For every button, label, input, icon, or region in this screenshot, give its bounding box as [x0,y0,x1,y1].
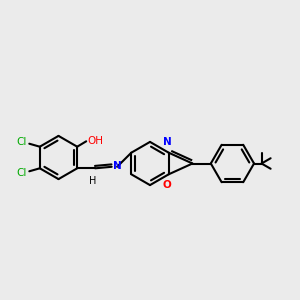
Text: OH: OH [88,136,104,146]
Text: O: O [163,180,172,190]
Text: Cl: Cl [16,137,26,147]
Text: Cl: Cl [16,168,26,178]
Text: N: N [163,137,172,147]
Text: N: N [112,161,122,171]
Text: H: H [88,176,96,186]
